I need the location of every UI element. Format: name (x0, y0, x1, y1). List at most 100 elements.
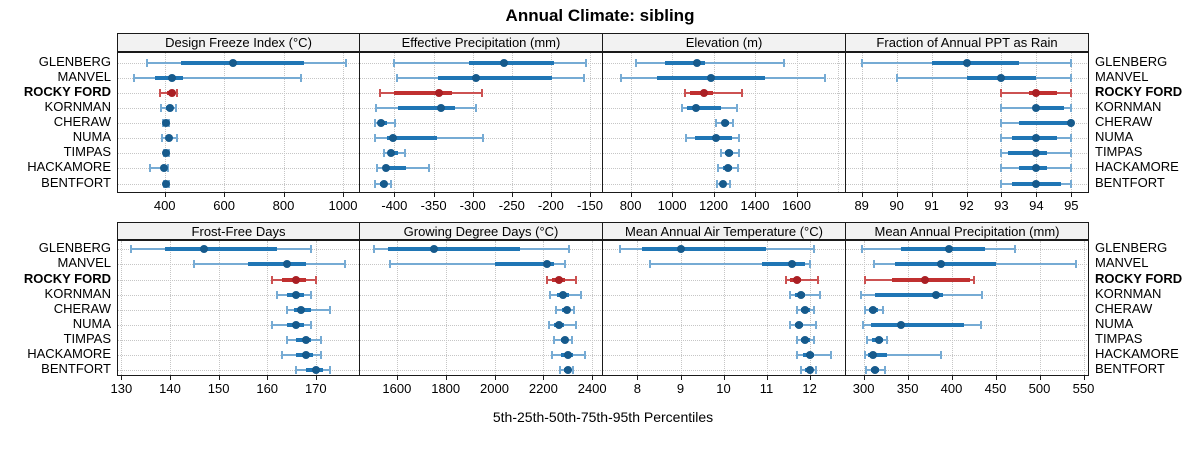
x-axis-title: 5th-25th-50th-75th-95th Percentiles (492, 409, 714, 425)
median-dot (869, 305, 878, 314)
x-axis-tick-label: 90 (889, 198, 904, 213)
x-axis-tick-label: 2400 (577, 381, 607, 396)
whisker-cap (1000, 179, 1003, 188)
gridline-horizontal (846, 309, 1087, 311)
whisker-cap (736, 104, 739, 113)
whisker-cap (427, 164, 430, 173)
interquartile-bar (386, 136, 438, 141)
x-axis-tick-label: 94 (1029, 198, 1044, 213)
x-axis-tick (494, 376, 496, 380)
median-dot (937, 260, 945, 269)
whisker-cap (546, 275, 548, 284)
gridline-horizontal (118, 183, 359, 185)
median-dot (944, 245, 953, 254)
x-axis-tick (809, 376, 811, 380)
whisker-cap (865, 366, 868, 375)
whisker-cap (784, 275, 787, 284)
whisker-cap (1000, 164, 1003, 173)
panel-strip-frost-free-days: Frost-Free Days (117, 222, 360, 240)
x-axis-tick-label: 2000 (480, 381, 509, 396)
whisker-cap (789, 290, 792, 299)
whisker-cap (548, 320, 551, 329)
whisker-cap (167, 164, 170, 173)
whisker-cap (271, 275, 273, 284)
gridline-horizontal (360, 324, 601, 326)
panel-plot-design-freeze-index-c: 400 600 800 1000 (117, 52, 360, 213)
whisker-cap (738, 134, 741, 143)
median-dot (435, 89, 443, 98)
gridline-horizontal (603, 324, 844, 326)
median-dot (676, 245, 685, 254)
whisker-cap (382, 149, 385, 158)
gridline-vertical (543, 241, 545, 375)
whisker-cap (309, 320, 312, 329)
station-label-right: MANVEL (1095, 69, 1149, 85)
x-axis-tick (511, 193, 513, 197)
whisker-cap (881, 305, 884, 314)
median-dot (429, 245, 438, 254)
x-axis-tick (907, 376, 909, 380)
gridline-horizontal (603, 355, 844, 357)
median-dot (801, 305, 810, 314)
median-dot (282, 260, 291, 269)
x-axis-tick-label: 92 (959, 198, 974, 213)
median-dot (792, 275, 801, 284)
gridline-vertical (283, 53, 285, 192)
median-dot (1032, 179, 1041, 188)
interquartile-bar (394, 91, 453, 96)
station-label-right: HACKAMORE (1095, 346, 1179, 362)
x-axis-tick (1083, 376, 1085, 380)
whisker-cap (373, 179, 376, 188)
gridline-horizontal (118, 138, 359, 140)
gridline-horizontal (360, 279, 601, 281)
whisker-cap (815, 320, 817, 329)
whisker-cap (883, 366, 886, 375)
gridline-vertical (590, 53, 591, 192)
panel-plot-growing-degree-days-c: 1600 1800 2000 2200 2400 (360, 240, 607, 396)
median-dot (1032, 89, 1041, 98)
whisker-cap (981, 290, 984, 299)
interquartile-bar (398, 106, 456, 111)
whisker-cap (716, 164, 719, 173)
whisker-cap (795, 351, 798, 360)
whisker-cap (795, 305, 798, 314)
panel-plot-fraction-of-annual-ppt-as-rain: 89 90 91 92 93 94 95 (846, 52, 1089, 213)
whisker-cap (1070, 104, 1073, 113)
whisker-cap (159, 89, 162, 98)
median-dot (302, 351, 310, 360)
median-dot (691, 104, 700, 113)
whisker-cap (285, 305, 288, 314)
median-dot (471, 74, 480, 83)
median-dot (563, 305, 572, 314)
whisker-cap (394, 119, 397, 128)
median-dot (563, 351, 572, 360)
median-dot (997, 74, 1006, 83)
whisker-line (650, 263, 810, 266)
interquartile-bar (1008, 151, 1047, 156)
whisker-line (785, 278, 819, 281)
station-label-right: GLENBERG (1095, 54, 1168, 69)
median-dot (297, 305, 306, 314)
whisker-cap (729, 179, 732, 188)
whisker-line (684, 92, 743, 95)
gridline-vertical (951, 241, 953, 375)
gridline-horizontal (360, 183, 601, 185)
station-label-right: CHERAW (1095, 300, 1153, 316)
whisker-cap (309, 245, 312, 254)
median-dot (167, 89, 176, 98)
whisker-cap (160, 104, 163, 113)
x-axis-tick (433, 193, 435, 197)
station-label-left: HACKAMORE (27, 346, 111, 362)
panel-strip-title-mean-annual-precipitation-mm: Mean Annual Precipitation (mm) (874, 223, 1060, 239)
x-axis-tick (931, 193, 933, 197)
whisker-cap (146, 59, 149, 67)
median-dot (723, 164, 732, 173)
whisker-cap (344, 59, 347, 67)
x-axis-tick (283, 193, 285, 197)
gridline-vertical (809, 241, 811, 375)
whisker-cap (634, 59, 637, 67)
gridline-vertical (796, 53, 798, 192)
median-dot (712, 134, 721, 143)
gridline-horizontal (118, 279, 359, 281)
gridline-vertical (1083, 241, 1085, 375)
